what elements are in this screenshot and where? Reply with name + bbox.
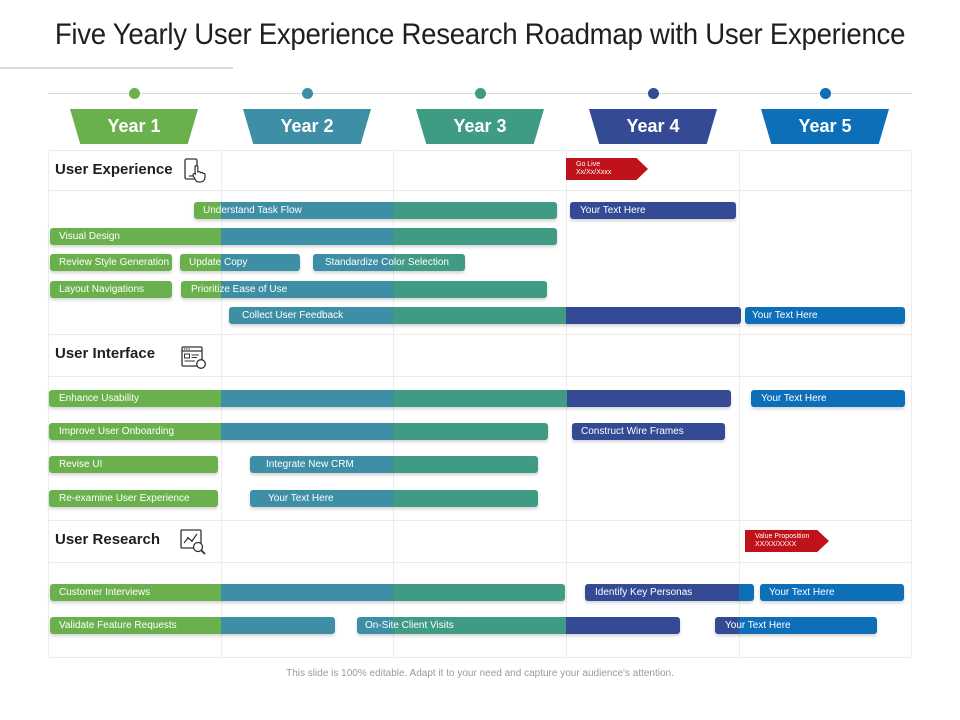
task-bar-construct-wire-frames[interactable]: Construct Wire Frames: [572, 423, 725, 440]
task-bar-ui-your-text-1[interactable]: Your Text Here: [751, 390, 905, 407]
timeline-dot-year-4: [648, 88, 659, 99]
task-label: Visual Design: [59, 231, 120, 242]
grid-row-divider: [48, 190, 912, 191]
task-bar-ux-your-text-1[interactable]: Your Text Here: [570, 202, 736, 219]
task-label: Standardize Color Selection: [325, 257, 449, 268]
task-label: Construct Wire Frames: [581, 426, 684, 437]
task-label: Your Text Here: [761, 393, 827, 404]
task-label: On-Site Client Visits: [365, 620, 454, 631]
task-label: Your Text Here: [580, 205, 646, 216]
year-2-header: Year 2: [243, 109, 371, 144]
section-title-user-experience: User Experience: [55, 161, 173, 178]
task-label: Integrate New CRM: [266, 459, 354, 470]
task-bar-revise-ui[interactable]: Revise UI: [49, 456, 218, 473]
task-bar-ur-your-text-2[interactable]: Your Text Here: [715, 617, 877, 634]
task-label: Enhance Usability: [59, 393, 140, 404]
task-bar-reexamine-user-experience[interactable]: Re-examine User Experience: [49, 490, 218, 507]
task-bar-integrate-new-crm[interactable]: Integrate New CRM: [250, 456, 538, 473]
year-5-header: Year 5: [761, 109, 889, 144]
task-bar-validate-feature-requests[interactable]: Validate Feature Requests: [50, 617, 335, 634]
grid-column-divider: [739, 150, 740, 658]
task-bar-standardize-color-selection[interactable]: Standardize Color Selection: [313, 254, 465, 271]
task-label: Collect User Feedback: [242, 310, 344, 321]
task-label: Review Style Generation: [59, 257, 170, 268]
timeline-dot-year-1: [129, 88, 140, 99]
task-label: Identify Key Personas: [595, 587, 693, 598]
task-bar-customer-interviews[interactable]: Customer Interviews: [50, 584, 565, 601]
section-title-user-interface: User Interface: [55, 345, 156, 362]
grid-row-divider: [48, 562, 912, 563]
task-label: Prioritize Ease of Use: [191, 284, 288, 295]
task-label: Layout Navigations: [59, 284, 145, 295]
task-bar-update-copy[interactable]: Update Copy: [180, 254, 300, 271]
slide-title: Five Yearly User Experience Research Roa…: [54, 18, 906, 51]
value-proposition-milestone-flag: Value Proposition XX/XX/XXXX: [745, 530, 829, 552]
task-bar-prioritize-ease-of-use[interactable]: Prioritize Ease of Use: [181, 281, 547, 298]
task-label: Your Text Here: [769, 587, 835, 598]
task-label: Update Copy: [189, 257, 248, 268]
value-proposition-date: XX/XX/XXXX: [755, 541, 797, 548]
task-label: Improve User Onboarding: [59, 426, 175, 437]
year-3-header: Year 3: [416, 109, 544, 144]
year-4-header: Year 4: [589, 109, 717, 144]
timeline-dot-year-3: [475, 88, 486, 99]
task-bar-collect-user-feedback[interactable]: Collect User Feedback: [229, 307, 741, 324]
task-label: Your Text Here: [268, 493, 334, 504]
task-label: Revise UI: [59, 459, 103, 470]
grid-row-divider: [48, 520, 912, 521]
go-live-label: Go Live: [576, 161, 601, 168]
value-proposition-label: Value Proposition: [755, 533, 810, 540]
year-1-header: Year 1: [70, 109, 198, 144]
task-bar-understand-task-flow[interactable]: Understand Task Flow: [194, 202, 557, 219]
task-label: Understand Task Flow: [203, 205, 302, 216]
task-bar-ur-your-text-1[interactable]: Your Text Here: [760, 584, 904, 601]
task-label: Your Text Here: [725, 620, 791, 631]
browser-window-icon: [181, 346, 206, 369]
task-bar-onsite-client-visits[interactable]: On-Site Client Visits: [357, 617, 680, 634]
analytics-magnifier-icon: [180, 529, 206, 555]
go-live-date: Xx/Xx/Xxxx: [576, 169, 612, 176]
task-bar-ux-your-text-2[interactable]: Your Text Here: [745, 307, 905, 324]
task-label: Customer Interviews: [59, 587, 151, 598]
task-bar-visual-design[interactable]: Visual Design: [50, 228, 557, 245]
task-bar-review-style-generation[interactable]: Review Style Generation: [50, 254, 172, 271]
timeline-dot-year-2: [302, 88, 313, 99]
footer-note: This slide is 100% editable. Adapt it to…: [286, 668, 674, 679]
task-bar-enhance-usability[interactable]: Enhance Usability: [49, 390, 731, 407]
go-live-milestone-flag: Go Live Xx/Xx/Xxxx: [566, 158, 648, 180]
task-bar-identify-key-personas[interactable]: Identify Key Personas: [585, 584, 754, 601]
touch-screen-icon: [184, 158, 206, 183]
task-label: Re-examine User Experience: [59, 493, 190, 504]
roadmap-grid: [48, 150, 912, 658]
task-label: Validate Feature Requests: [59, 620, 177, 631]
section-title-user-research: User Research: [55, 531, 161, 548]
timeline-dot-year-5: [820, 88, 831, 99]
grid-row-divider: [48, 334, 912, 335]
task-bar-layout-navigations[interactable]: Layout Navigations: [50, 281, 172, 298]
grid-row-divider: [48, 376, 912, 377]
title-underline: [0, 67, 233, 69]
task-bar-ui-your-text-2[interactable]: Your Text Here: [250, 490, 538, 507]
task-bar-improve-user-onboarding[interactable]: Improve User Onboarding: [49, 423, 548, 440]
task-label: Your Text Here: [752, 310, 818, 321]
